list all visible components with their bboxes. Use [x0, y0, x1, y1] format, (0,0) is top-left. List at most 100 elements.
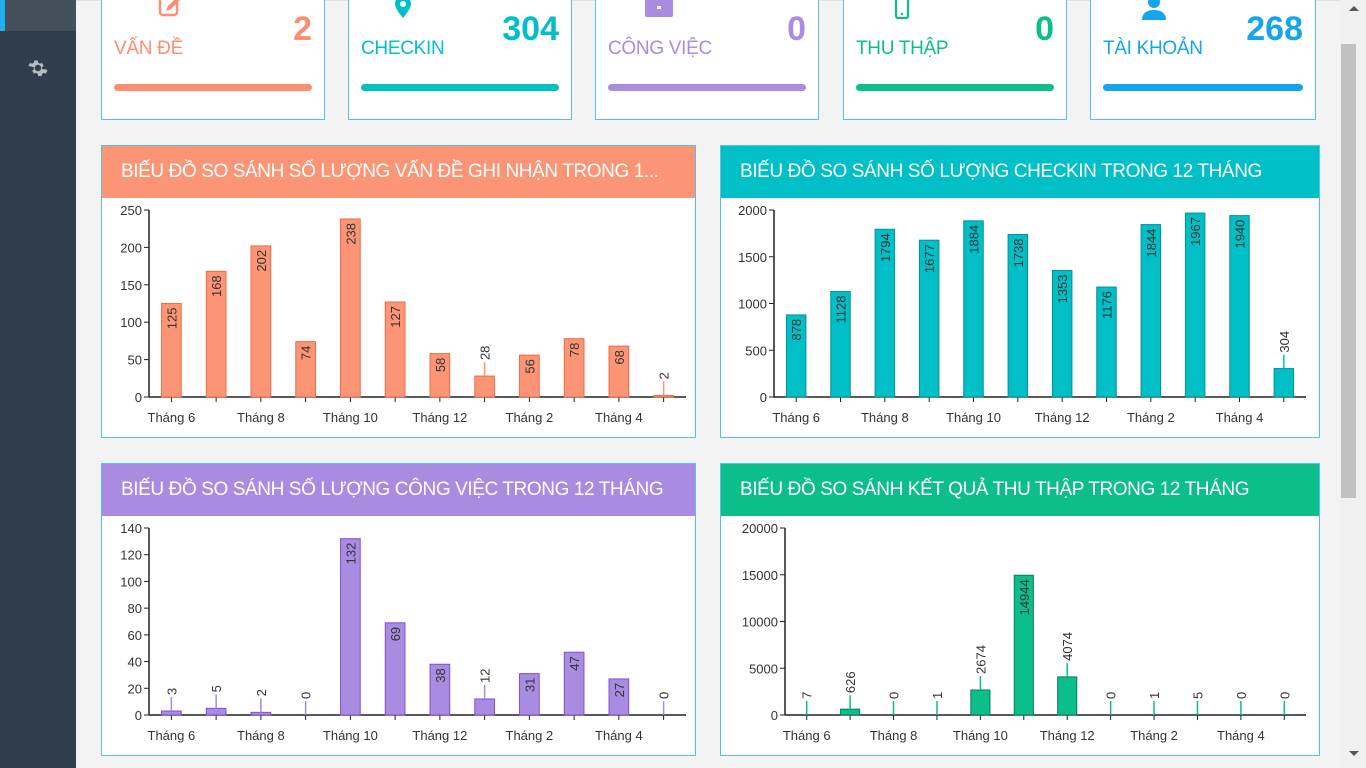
bar — [250, 245, 272, 398]
bar-value-label: 1844 — [1144, 229, 1159, 258]
bar-value-label: 3 — [164, 688, 179, 695]
y-tick-label: 0 — [135, 708, 142, 723]
stat-underline — [856, 84, 1054, 91]
bar-value-label: 125 — [164, 308, 179, 330]
bar — [340, 538, 361, 716]
x-tick-label: Tháng 2 — [1127, 410, 1175, 425]
bar-value-label: 1738 — [1011, 238, 1026, 267]
bar-value-label: 12 — [478, 669, 493, 683]
bar — [205, 707, 227, 716]
y-tick-label: 40 — [128, 655, 142, 670]
bar — [474, 698, 495, 716]
y-tick-label: 0 — [771, 708, 778, 723]
scroll-up-arrow-icon[interactable] — [1349, 6, 1359, 11]
chart-card-tasks: BIẾU ĐỒ SO SÁNH SỐ LƯỢNG CÔNG VIỆC TRONG… — [101, 463, 696, 756]
chart-collect: 0 5000 10000 15000 20000 7 626 0 1 2674 14944 4074 0… — [742, 521, 1306, 743]
scroll-thumb[interactable] — [1341, 44, 1356, 498]
bar — [563, 338, 585, 398]
active-indicator — [0, 0, 5, 31]
chart-card-checkin: BIẾU ĐỒ SO SÁNH SỐ LƯỢNG CHECKIN TRONG 1… — [720, 145, 1320, 438]
y-tick-label: 15000 — [742, 568, 778, 583]
bar-value-label: 202 — [254, 250, 269, 272]
bar-value-label: 2 — [254, 689, 269, 696]
bar-value-label: 28 — [478, 346, 493, 360]
x-tick-label: Tháng 2 — [506, 728, 554, 743]
dashboard-main: 2 VẤN ĐỀ 304 CHECKIN 0 CÔNG VIỆC 0 THU T… — [76, 0, 1340, 768]
bar — [840, 708, 861, 716]
stat-value: 0 — [1035, 10, 1054, 48]
stat-card-issues[interactable]: 2 VẤN ĐỀ — [101, 0, 325, 120]
bar-value-label: 58 — [433, 358, 448, 372]
bar-value-label: 47 — [567, 656, 582, 670]
bar-value-label: 0 — [1234, 692, 1249, 699]
bar-value-label: 1176 — [1100, 291, 1115, 319]
bar — [563, 651, 585, 716]
x-tick-label: Tháng 12 — [1035, 410, 1090, 425]
stat-label: VẤN ĐỀ — [114, 38, 183, 59]
bar-value-label: 1353 — [1055, 274, 1070, 303]
bar — [1229, 215, 1250, 398]
bar-value-label: 0 — [1277, 692, 1292, 699]
bar-value-label: 5 — [209, 685, 224, 692]
x-tick-label: Tháng 6 — [148, 410, 196, 425]
sidebar-item-account[interactable] — [0, 0, 76, 31]
bar-value-label: 1967 — [1188, 217, 1203, 246]
stat-label: CHECKIN — [361, 38, 445, 59]
bar-value-label: 27 — [612, 683, 627, 697]
bar — [653, 395, 674, 398]
scroll-down-arrow-icon[interactable] — [1349, 751, 1359, 756]
bar — [429, 353, 451, 398]
edit-icon — [158, 0, 182, 20]
bar-value-label: 238 — [343, 223, 358, 245]
bar-value-label: 4074 — [1060, 632, 1075, 661]
bar — [1007, 233, 1029, 398]
bar-value-label: 626 — [843, 671, 858, 693]
bar-value-label: 14944 — [1017, 579, 1032, 615]
bar — [474, 375, 495, 398]
chart-header: BIẾU ĐỒ SO SÁNH SỐ LƯỢNG CÔNG VIỆC TRONG… — [102, 464, 695, 516]
y-tick-label: 150 — [120, 278, 142, 293]
bar-value-label: 168 — [209, 275, 224, 297]
bar-value-label: 56 — [522, 359, 537, 373]
x-tick-label: Tháng 6 — [148, 728, 196, 743]
bar — [963, 220, 984, 398]
x-tick-label: Tháng 8 — [237, 728, 285, 743]
stat-card-accounts[interactable]: 268 TÀI KHOẢN — [1090, 0, 1316, 120]
bar — [1140, 224, 1162, 398]
bar-value-label: 0 — [299, 692, 314, 699]
chart-title: BIẾU ĐỒ SO SÁNH SỐ LƯỢNG CÔNG VIỆC TRONG… — [121, 479, 664, 500]
bar — [1051, 269, 1073, 398]
bar — [608, 678, 630, 716]
y-tick-label: 80 — [128, 601, 142, 616]
y-tick-label: 0 — [135, 390, 142, 405]
bar-value-label: 69 — [388, 627, 403, 641]
bar-value-label: 878 — [789, 319, 804, 341]
y-tick-label: 20 — [128, 681, 142, 696]
x-tick-label: Tháng 10 — [946, 410, 1001, 425]
bar-value-label: 0 — [887, 692, 902, 699]
vertical-scrollbar[interactable] — [1340, 0, 1366, 768]
bar — [384, 301, 406, 398]
stat-value: 268 — [1246, 10, 1303, 48]
x-tick-label: Tháng 12 — [412, 410, 467, 425]
bar — [918, 239, 940, 398]
stat-value: 0 — [787, 10, 806, 48]
stat-card-checkin[interactable]: 304 CHECKIN — [348, 0, 572, 120]
x-tick-label: Tháng 2 — [506, 410, 554, 425]
y-tick-label: 100 — [120, 315, 142, 330]
bar-value-label: 127 — [388, 306, 403, 328]
bar — [1057, 676, 1078, 716]
x-tick-label: Tháng 8 — [870, 728, 918, 743]
chart-issues: 0 50 100 150 200 250 125 168 202 74 238 127 58 28 56 78… — [120, 203, 686, 425]
gear-icon[interactable] — [26, 57, 48, 79]
bar — [250, 711, 272, 716]
x-tick-label: Tháng 12 — [412, 728, 467, 743]
bar-value-label: 2 — [657, 372, 672, 379]
sidebar — [0, 0, 76, 768]
stat-value: 2 — [293, 10, 312, 48]
bar-value-label: 1940 — [1233, 220, 1248, 249]
stat-card-collect[interactable]: 0 THU THẬP — [843, 0, 1067, 120]
stat-card-tasks[interactable]: 0 CÔNG VIỆC — [595, 0, 819, 120]
bar — [970, 689, 991, 716]
